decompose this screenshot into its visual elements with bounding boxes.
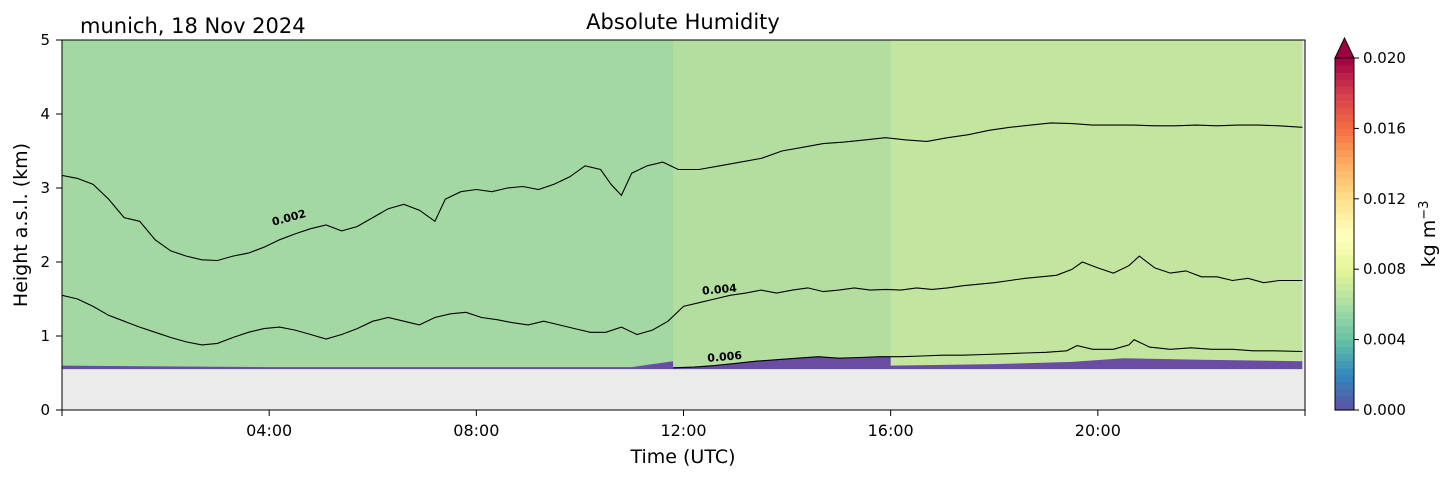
contour-label: 0.006 <box>707 349 743 365</box>
colorbar: 0.000 0.004 0.008 0.012 0.016 0.020 <box>1334 36 1406 419</box>
colorbar-tick-label: 0.020 <box>1363 49 1406 67</box>
colorbar-segment <box>1335 276 1354 284</box>
colorbar-segment <box>1335 332 1354 341</box>
colorbar-segment <box>1335 262 1354 270</box>
colorbar-segment <box>1335 72 1354 80</box>
colorbar-segment <box>1335 226 1354 235</box>
colorbar-segment <box>1335 325 1354 334</box>
x-axis-ticks: 04:00 08:00 12:00 16:00 20:00 <box>61 410 1306 440</box>
colorbar-segment <box>1335 255 1354 263</box>
chart-title: Absolute Humidity <box>586 10 780 34</box>
x-tick-label: 16:00 <box>868 421 914 440</box>
colorbar-tick-label: 0.000 <box>1363 401 1406 419</box>
colorbar-segment <box>1335 234 1354 242</box>
colorbar-segment <box>1335 114 1354 122</box>
colorbar-segment <box>1335 170 1354 179</box>
colorbar-segment <box>1335 163 1354 172</box>
x-tick-label: 04:00 <box>246 421 292 440</box>
colorbar-segment <box>1335 248 1354 256</box>
colorbar-segment <box>1335 142 1354 151</box>
colorbar-tick-label: 0.016 <box>1363 119 1406 137</box>
colorbar-tick-label: 0.008 <box>1363 260 1406 278</box>
fill-band <box>890 40 1303 366</box>
colorbar-segment <box>1335 304 1354 313</box>
y-tick-label: 0 <box>40 401 50 419</box>
colorbar-segment <box>1335 100 1354 108</box>
colorbar-label: kg m−3 <box>1417 201 1440 268</box>
colorbar-segment <box>1335 121 1354 129</box>
colorbar-segment <box>1335 184 1354 193</box>
humidity-fill-bands <box>62 40 1305 410</box>
colorbar-segment <box>1335 388 1354 397</box>
colorbar-segment <box>1335 107 1354 115</box>
colorbar-segment <box>1335 339 1354 348</box>
colorbar-segment <box>1335 353 1354 362</box>
colorbar-segment <box>1335 149 1354 158</box>
no-data-region <box>1302 40 1305 410</box>
x-tick-label: 20:00 <box>1075 421 1121 440</box>
x-tick-label: 12:00 <box>660 421 706 440</box>
location-date-label: munich, 18 Nov 2024 <box>80 14 306 38</box>
colorbar-segment <box>1335 241 1354 249</box>
colorbar-segment <box>1335 297 1354 305</box>
y-tick-label: 4 <box>40 105 50 123</box>
colorbar-segment <box>1335 177 1354 186</box>
colorbar-segment <box>1335 318 1354 327</box>
colorbar-segment <box>1335 79 1354 87</box>
contour-line <box>62 122 1303 262</box>
colorbar-segment <box>1335 395 1354 404</box>
colorbar-segment <box>1335 283 1354 291</box>
colorbar-segment <box>1335 156 1354 165</box>
y-tick-label: 3 <box>40 179 50 197</box>
colorbar-segment <box>1335 212 1354 221</box>
colorbar-segment <box>1335 311 1354 320</box>
colorbar-tick-label: 0.004 <box>1363 331 1406 349</box>
y-tick-label: 2 <box>40 253 50 271</box>
contour-line <box>673 339 1303 369</box>
contour-label: 0.004 <box>702 282 738 298</box>
no-data-region <box>62 369 1305 410</box>
y-tick-label: 5 <box>40 31 50 49</box>
colorbar-frame <box>1334 57 1355 411</box>
x-axis-label: Time (UTC) <box>629 446 735 468</box>
colorbar-label-exponent: −3 <box>1417 201 1432 220</box>
colorbar-segment <box>1335 93 1354 101</box>
colorbar-segment <box>1335 219 1354 228</box>
contour-line <box>62 255 1303 346</box>
colorbar-segment <box>1335 381 1354 390</box>
colorbar-segment <box>1335 360 1354 369</box>
colorbar-label-unit: kg m <box>1418 220 1440 268</box>
colorbar-segment <box>1335 58 1354 66</box>
colorbar-tick-label: 0.012 <box>1363 190 1406 208</box>
plot-area <box>62 40 1305 410</box>
colorbar-segment <box>1335 367 1354 376</box>
y-tick-label: 1 <box>40 327 50 345</box>
colorbar-segment <box>1335 86 1354 94</box>
colorbar-segment <box>1335 290 1354 298</box>
y-axis-label: Height a.s.l. (km) <box>10 143 32 307</box>
colorbar-segment <box>1335 374 1354 383</box>
colorbar-segment <box>1335 205 1354 214</box>
colorbar-segment <box>1335 135 1354 144</box>
colorbar-segment <box>1335 346 1354 355</box>
colorbar-segment <box>1335 402 1354 411</box>
colorbar-segment <box>1335 198 1354 207</box>
colorbar-segment <box>1335 65 1354 73</box>
colorbar-segment <box>1335 191 1354 200</box>
x-tick-label: 08:00 <box>453 421 499 440</box>
y-axis-ticks: 0 1 2 3 4 5 <box>40 31 62 419</box>
colorbar-segment <box>1335 128 1354 137</box>
humidity-contour-lines <box>62 122 1303 369</box>
colorbar-segment <box>1335 269 1354 277</box>
colorbar-extend-arrow <box>1334 36 1355 59</box>
